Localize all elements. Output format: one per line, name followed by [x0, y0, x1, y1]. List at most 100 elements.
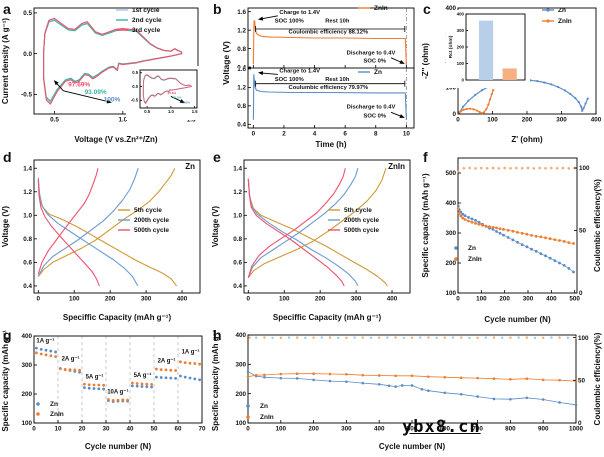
svg-text:95.8%: 95.8%	[168, 91, 177, 95]
svg-text:0.0: 0.0	[23, 51, 32, 58]
svg-text:5A g⁻¹: 5A g⁻¹	[86, 373, 104, 380]
panel-letter-c: c	[423, 1, 431, 17]
svg-text:400: 400	[546, 296, 557, 303]
svg-text:200: 200	[105, 296, 116, 303]
chart-a_inset: 0.5 1.0 1.5 -0.5 0.0 0.5 95.8%96.3%100%	[126, 66, 200, 120]
svg-text:200: 200	[308, 426, 319, 433]
svg-text:Coulumbic efficiency 79.97%: Coulumbic efficiency 79.97%	[289, 85, 369, 91]
svg-text:0.8: 0.8	[237, 103, 246, 110]
svg-text:5th cycle: 5th cycle	[344, 207, 372, 214]
svg-text:0.5: 0.5	[132, 70, 138, 75]
svg-text:10: 10	[54, 426, 62, 433]
panel-letter-g: g	[3, 327, 12, 343]
svg-text:10: 10	[403, 131, 411, 138]
svg-text:SOC 100%: SOC 100%	[275, 18, 304, 24]
svg-text:Charge to 1.4V: Charge to 1.4V	[279, 10, 320, 16]
svg-text:Zn: Zn	[260, 403, 268, 410]
svg-text:6: 6	[343, 131, 347, 138]
svg-text:SOC 0%: SOC 0%	[364, 58, 387, 64]
svg-text:50: 50	[579, 228, 587, 235]
svg-text:100: 100	[578, 335, 589, 342]
svg-text:500th cycle: 500th cycle	[134, 227, 169, 234]
svg-text:Zn: Zn	[50, 401, 58, 408]
svg-text:Voltage (V): Voltage (V)	[1, 206, 10, 248]
svg-text:400: 400	[387, 296, 398, 303]
panel-letter-f: f	[423, 149, 428, 165]
svg-text:1.6: 1.6	[237, 68, 246, 73]
svg-text:Coulombic efficiency(%): Coulombic efficiency(%)	[593, 179, 602, 272]
svg-text:100%: 100%	[104, 96, 121, 103]
chart-e: 0 100 200 300 400 0.4 0.6 0.8 1.0 1.2 1.4 Speciffic…	[211, 159, 411, 322]
svg-text:200: 200	[21, 391, 32, 398]
svg-text:1000: 1000	[569, 426, 584, 433]
svg-text:2nd cycle: 2nd cycle	[132, 17, 162, 24]
watermark: ybx8.cn	[402, 417, 481, 437]
svg-text:Rct (ohm): Rct (ohm)	[448, 35, 454, 58]
svg-text:300: 300	[21, 362, 32, 369]
svg-text:1A g⁻¹: 1A g⁻¹	[182, 348, 200, 355]
svg-text:-0.5: -0.5	[21, 92, 32, 99]
svg-text:50: 50	[150, 426, 158, 433]
svg-text:Time (h): Time (h)	[316, 140, 347, 149]
svg-text:96.3%: 96.3%	[173, 95, 182, 99]
svg-text:0.8: 0.8	[237, 46, 246, 53]
svg-text:0: 0	[32, 426, 36, 433]
svg-text:0.8: 0.8	[233, 236, 242, 243]
svg-text:0.4: 0.4	[237, 64, 246, 68]
svg-text:200: 200	[457, 45, 465, 50]
svg-text:Voltage (V): Voltage (V)	[211, 206, 220, 248]
svg-text:Cycle number (N): Cycle number (N)	[85, 442, 152, 451]
svg-text:100: 100	[279, 296, 290, 303]
svg-text:5th cycle: 5th cycle	[134, 207, 162, 214]
svg-text:0: 0	[247, 296, 251, 303]
svg-text:200: 200	[315, 296, 326, 303]
svg-text:300: 300	[445, 230, 456, 237]
svg-text:400: 400	[591, 117, 602, 124]
svg-text:Speciffic Capacity (mAh g⁻¹): Speciffic Capacity (mAh g⁻¹)	[63, 313, 172, 322]
svg-text:1A g⁻¹: 1A g⁻¹	[36, 337, 54, 344]
svg-text:97.69%: 97.69%	[68, 81, 90, 88]
svg-text:400: 400	[445, 5, 456, 12]
svg-text:1.2: 1.2	[237, 85, 246, 92]
svg-text:300: 300	[457, 28, 465, 33]
svg-text:100: 100	[457, 61, 465, 66]
svg-text:0: 0	[579, 290, 583, 297]
svg-text:100: 100	[445, 290, 456, 297]
svg-text:200: 200	[445, 260, 456, 267]
svg-text:Specific capacity (mAh g⁻¹): Specific capacity (mAh g⁻¹)	[1, 330, 10, 432]
svg-text:3rd cycle: 3rd cycle	[132, 27, 161, 34]
svg-text:0: 0	[246, 426, 250, 433]
svg-text:1.0: 1.0	[23, 213, 32, 220]
svg-text:2: 2	[282, 131, 286, 138]
svg-text:Cycle number (N): Cycle number (N)	[484, 315, 551, 324]
svg-text:0: 0	[252, 131, 256, 138]
svg-text:0.5: 0.5	[144, 109, 150, 114]
svg-text:Specific capacity (mAh g⁻¹): Specific capacity (mAh g⁻¹)	[421, 173, 430, 278]
panel-letter-b: b	[213, 1, 222, 17]
svg-text:20: 20	[78, 426, 86, 433]
svg-text:60: 60	[174, 426, 182, 433]
svg-text:0.5: 0.5	[50, 117, 59, 124]
svg-text:0.6: 0.6	[233, 260, 242, 267]
svg-text:0.4: 0.4	[237, 122, 246, 129]
svg-text:100: 100	[21, 420, 32, 427]
chart-g: 0 10 20 30 40 50 60 70 100 200 300 400 Cycle number …	[1, 330, 206, 451]
svg-text:Zn: Zn	[468, 245, 476, 252]
svg-text:1.6: 1.6	[237, 9, 246, 16]
svg-text:0: 0	[37, 296, 41, 303]
chart-b_bot: 0 2 4 6 8 10 0.4 0.8 1.2 1.6 Time (h) Charge to 1.4…	[237, 68, 415, 149]
svg-text:300: 300	[556, 117, 567, 124]
svg-text:1st cycle: 1st cycle	[132, 7, 160, 14]
svg-text:Rest 10h: Rest 10h	[325, 18, 350, 24]
svg-text:500: 500	[569, 296, 580, 303]
svg-text:0: 0	[456, 296, 460, 303]
svg-text:10A g⁻¹: 10A g⁻¹	[107, 388, 128, 395]
svg-text:50: 50	[578, 377, 586, 384]
svg-text:1.5: 1.5	[192, 109, 198, 114]
svg-text:ZnIn: ZnIn	[260, 414, 274, 421]
svg-text:0.6: 0.6	[23, 260, 32, 267]
svg-text:Specific capacity (mAh g⁻¹): Specific capacity (mAh g⁻¹)	[211, 330, 220, 431]
svg-text:Zn: Zn	[374, 69, 382, 76]
svg-text:Voltage (V vs.Zn²⁺/Zn): Voltage (V vs.Zn²⁺/Zn)	[74, 135, 158, 144]
svg-text:1.2: 1.2	[233, 189, 242, 196]
